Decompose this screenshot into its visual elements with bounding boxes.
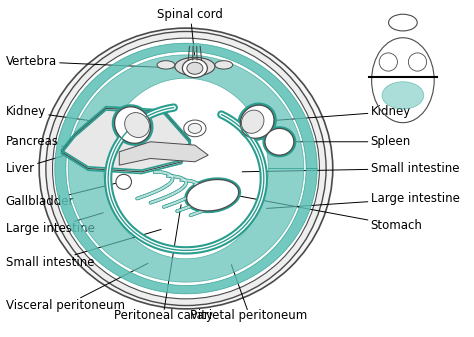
Text: Liver: Liver: [6, 149, 85, 175]
Ellipse shape: [215, 61, 233, 69]
Text: Small intestine: Small intestine: [242, 162, 459, 175]
Text: Peritoneal cavity: Peritoneal cavity: [114, 309, 213, 322]
Ellipse shape: [188, 123, 201, 133]
Text: Gallbladder: Gallbladder: [6, 183, 119, 208]
Text: Small intestine: Small intestine: [6, 229, 161, 269]
Ellipse shape: [125, 113, 149, 137]
Text: Spinal cord: Spinal cord: [157, 8, 223, 56]
Polygon shape: [119, 142, 208, 165]
Polygon shape: [55, 43, 317, 294]
Ellipse shape: [46, 31, 326, 306]
Text: Large intestine: Large intestine: [266, 192, 459, 208]
Text: Kidney: Kidney: [6, 105, 118, 125]
Text: Visceral peritoneum: Visceral peritoneum: [6, 263, 148, 312]
Text: Vertebra: Vertebra: [6, 55, 179, 68]
Ellipse shape: [265, 128, 294, 155]
Ellipse shape: [184, 120, 206, 137]
Polygon shape: [62, 108, 191, 172]
Text: Pancreas: Pancreas: [6, 135, 121, 155]
Ellipse shape: [240, 105, 274, 138]
Ellipse shape: [175, 57, 215, 76]
Text: Stomach: Stomach: [237, 196, 422, 232]
Ellipse shape: [241, 110, 264, 133]
Polygon shape: [68, 55, 304, 282]
Ellipse shape: [115, 107, 151, 143]
Ellipse shape: [187, 62, 203, 74]
Text: Parietal peritoneum: Parietal peritoneum: [190, 309, 307, 322]
Text: Spleen: Spleen: [282, 135, 411, 148]
Ellipse shape: [39, 28, 333, 309]
Text: Kidney: Kidney: [260, 105, 411, 122]
Ellipse shape: [157, 61, 175, 69]
Ellipse shape: [116, 174, 131, 189]
Ellipse shape: [53, 38, 319, 299]
Ellipse shape: [187, 180, 239, 211]
Ellipse shape: [382, 82, 424, 109]
Ellipse shape: [182, 59, 207, 78]
Text: Large intestine: Large intestine: [6, 213, 103, 235]
